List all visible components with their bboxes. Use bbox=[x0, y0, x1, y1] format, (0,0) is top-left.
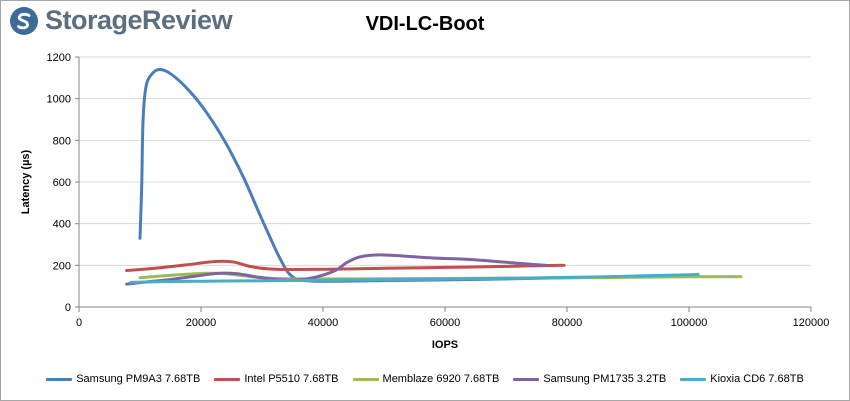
x-tick-label: 0 bbox=[76, 317, 82, 329]
y-tick-label: 800 bbox=[53, 135, 71, 147]
x-tick-label: 40000 bbox=[308, 317, 339, 329]
legend-label: Intel P5510 7.68TB bbox=[244, 373, 339, 385]
y-tick-label: 200 bbox=[53, 260, 71, 272]
legend-swatch bbox=[352, 377, 379, 381]
series-line-samsung-pm9a3-7-68tb bbox=[138, 68, 691, 283]
y-axis-title: Latency (µs) bbox=[20, 149, 32, 214]
legend-label: Samsung PM9A3 7.68TB bbox=[76, 373, 201, 385]
legend-item: Kioxia CD6 7.68TB bbox=[680, 373, 804, 385]
legend-item: Samsung PM9A3 7.68TB bbox=[46, 373, 200, 385]
y-tick-label: 400 bbox=[53, 219, 71, 231]
x-tick-label: 60000 bbox=[430, 317, 461, 329]
gridlines bbox=[79, 56, 811, 266]
legend-swatch bbox=[513, 377, 540, 381]
series-line-kioxia-cd6-7-68tb bbox=[129, 272, 700, 284]
x-tick-label: 100000 bbox=[671, 317, 708, 329]
chart-title: VDI-LC-Boot bbox=[365, 13, 485, 35]
legend-label: Samsung PM1735 3.2TB bbox=[543, 373, 667, 385]
axes: 0 200 400 600 800 1000 1200 0 20000 40000 60000 800… bbox=[47, 52, 830, 329]
y-tick-label: 600 bbox=[53, 177, 71, 189]
series-line-intel-p5510-7-68tb bbox=[125, 259, 566, 272]
x-tick-label: 120000 bbox=[793, 317, 830, 329]
legend-label: Memblaze 6920 7.68TB bbox=[382, 373, 500, 385]
legend-label: Kioxia CD6 7.68TB bbox=[710, 373, 804, 385]
series-line-samsung-pm1735-3-2tb bbox=[125, 253, 548, 286]
legend-swatch bbox=[46, 377, 73, 381]
legend-swatch bbox=[214, 377, 241, 381]
x-tick-label: 80000 bbox=[552, 317, 583, 329]
brand-logo: StorageReview bbox=[9, 5, 233, 36]
series-lines bbox=[125, 68, 743, 286]
legend-item: Memblaze 6920 7.68TB bbox=[352, 373, 500, 385]
legend-swatch bbox=[680, 377, 707, 381]
chart-legend: Samsung PM9A3 7.68TB Intel P5510 7.68TB Me… bbox=[1, 373, 849, 385]
brand-name: StorageReview bbox=[45, 5, 233, 35]
y-tick-label: 0 bbox=[65, 302, 71, 314]
y-tick-label: 1000 bbox=[47, 94, 71, 106]
line-chart: 0 200 400 600 800 1000 1200 0 20000 40000 60000 800… bbox=[20, 52, 830, 351]
legend-item: Samsung PM1735 3.2TB bbox=[513, 373, 666, 385]
storagereview-logo-icon bbox=[10, 6, 38, 35]
x-axis-title: IOPS bbox=[432, 339, 458, 351]
y-tick-label: 1200 bbox=[47, 52, 71, 64]
x-tick-label: 20000 bbox=[186, 317, 217, 329]
legend-item: Intel P5510 7.68TB bbox=[214, 373, 339, 385]
